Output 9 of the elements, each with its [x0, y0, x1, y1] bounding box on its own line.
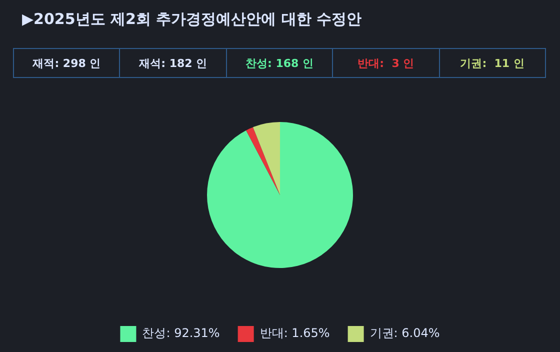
text: 재석: 182 인 [119, 49, 226, 77]
text: 찬성: 168 인 [226, 49, 332, 77]
legend-label: 반대: 1.65% [260, 326, 330, 340]
legend-label: 찬성: 92.31% [142, 326, 220, 340]
chart-title: ▶2025년도 제2회 추가경정예산안에 대한 수정안 [22, 10, 362, 29]
text: 재적: 298 인 [32, 56, 102, 72]
text: 기권: 11 인 [438, 49, 546, 77]
legend-label: 기권: 6.04% [370, 326, 440, 340]
text: 반대: 3 인 [332, 49, 439, 77]
